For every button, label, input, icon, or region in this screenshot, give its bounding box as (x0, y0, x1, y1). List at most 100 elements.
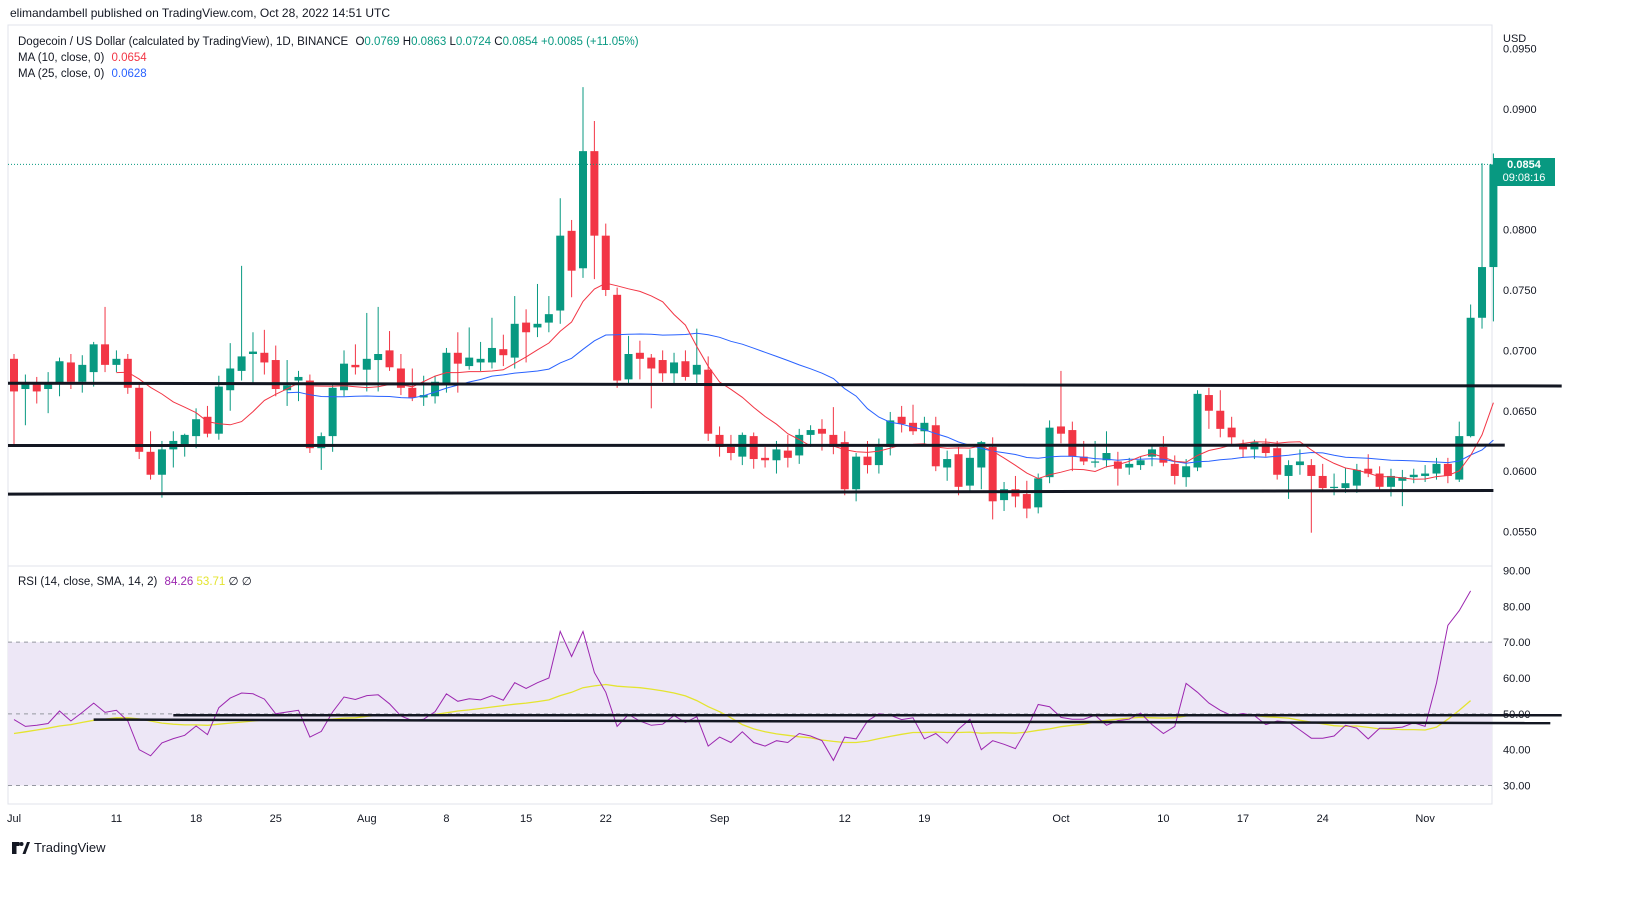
time-tick-label: 15 (520, 813, 532, 825)
candle-body (340, 363, 349, 391)
time-tick-label: Jul (7, 813, 21, 825)
candle (579, 87, 587, 278)
candle-body (920, 422, 929, 432)
candle (943, 450, 952, 481)
candle-body (852, 456, 861, 490)
candle (726, 434, 735, 461)
rsi-pane[interactable] (7, 565, 1493, 805)
candle-body (806, 430, 815, 435)
candle (305, 374, 314, 454)
ma25-row[interactable]: MA (25, close, 0) 0.0628 (18, 66, 639, 82)
low-value: 0.0724 (455, 36, 492, 48)
candle-body (294, 376, 303, 381)
candle (260, 329, 269, 375)
candle-body (1432, 463, 1441, 474)
time-tick-label: 12 (839, 813, 851, 825)
candle-body (613, 294, 622, 381)
candle (510, 296, 519, 369)
candle-body (567, 230, 576, 271)
last-price-value: 0.0854 (1507, 159, 1541, 171)
candle (135, 382, 144, 460)
candle-body (55, 361, 64, 385)
candle-body (10, 358, 18, 392)
candle-body (670, 362, 679, 374)
horizontal-level-line (7, 488, 1494, 496)
candle (601, 223, 610, 297)
candle (544, 296, 553, 333)
candle (681, 350, 690, 381)
rsi-line (13, 590, 1472, 762)
candle (761, 446, 770, 468)
candle-body (1182, 466, 1191, 478)
candle (271, 345, 280, 397)
candle-body (1398, 477, 1407, 481)
candle-body (1261, 443, 1270, 454)
candle-body (123, 358, 132, 388)
candle (1409, 468, 1418, 484)
candle-body (647, 357, 656, 369)
price-tick-label: 0.0950 (1503, 44, 1537, 56)
price-pane[interactable] (7, 24, 1493, 567)
candle-body (761, 457, 770, 461)
candle-body (78, 364, 87, 382)
candle (806, 425, 815, 447)
candle-body (362, 358, 371, 370)
candle (32, 376, 41, 404)
candle-body (510, 323, 519, 358)
ma10-row[interactable]: MA (10, close, 0) 0.0654 (18, 50, 639, 66)
candle-body (658, 360, 667, 374)
candle (10, 353, 18, 447)
candle-body (1364, 468, 1373, 474)
candle (1341, 467, 1350, 493)
candle (431, 375, 440, 404)
candle-body (487, 347, 496, 363)
candle-body (1478, 267, 1487, 318)
footer-brand[interactable]: TradingView (12, 840, 106, 855)
candle (317, 432, 326, 470)
candle (692, 328, 701, 383)
ma10-line (116, 282, 1494, 480)
candle (146, 431, 155, 480)
candle (1239, 439, 1248, 458)
candle-body (988, 446, 997, 502)
rsi-lines-layer (13, 590, 1562, 762)
candle (533, 283, 542, 338)
candle (1273, 440, 1282, 480)
last-price-badge: 0.0854 09:08:16 (1493, 158, 1555, 186)
candle (1022, 480, 1031, 519)
candle-body (943, 459, 952, 468)
candle-body (1000, 489, 1009, 501)
candle-body (772, 449, 781, 461)
symbol-title: Dogecoin / US Dollar (calculated by Trad… (18, 36, 349, 48)
candle (1159, 436, 1168, 467)
rsi-tick-label: 60.00 (1503, 673, 1531, 685)
candle-body (237, 356, 246, 371)
candle (965, 449, 974, 492)
candle-body (1159, 446, 1168, 463)
candle-body (1330, 486, 1339, 489)
candle (1352, 463, 1361, 493)
candle-body (328, 387, 337, 437)
rsi-legend[interactable]: RSI (14, close, SMA, 14, 2) 84.26 53.71 … (18, 574, 252, 588)
candle-body (829, 434, 838, 447)
rsi-tick-label: 70.00 (1503, 637, 1531, 649)
candle (192, 408, 201, 449)
candle-body (624, 353, 633, 380)
candle-body (192, 419, 201, 437)
tradingview-logo-icon (12, 841, 30, 854)
price-pane-frame (7, 24, 1493, 567)
candle (920, 416, 929, 445)
symbol-row: Dogecoin / US Dollar (calculated by Trad… (18, 34, 639, 50)
candle (1170, 455, 1179, 485)
candle-body (465, 357, 474, 367)
candle-body (522, 322, 531, 333)
candle-body (32, 384, 41, 392)
candle (465, 327, 474, 370)
candle (1443, 457, 1452, 484)
candle (1478, 163, 1487, 329)
candle (977, 440, 986, 490)
rsi-tick-label: 80.00 (1503, 601, 1531, 613)
candle-body (897, 416, 906, 425)
